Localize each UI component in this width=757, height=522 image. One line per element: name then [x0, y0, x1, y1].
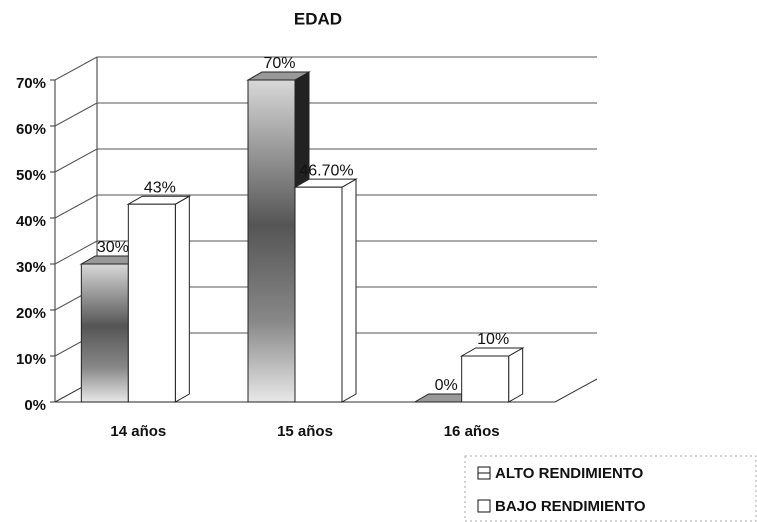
bar: [294, 186, 343, 403]
floor: [55, 378, 598, 403]
y-tick-label: 0%: [24, 397, 46, 414]
bar-side: [341, 178, 357, 403]
y-tick-label: 20%: [16, 305, 46, 322]
y-tick-label: 60%: [16, 121, 46, 138]
grid-line: [54, 148, 98, 173]
bar: [461, 355, 510, 403]
grid-line: [54, 240, 98, 265]
bar: [127, 203, 176, 403]
value-label: 10%: [477, 331, 509, 348]
value-label: 30%: [97, 239, 129, 256]
value-label: 70%: [263, 55, 295, 72]
grid-line: [54, 102, 98, 127]
grid-line: [54, 194, 98, 219]
grid-line: [54, 56, 98, 81]
y-tick-label: 10%: [16, 351, 46, 368]
y-tick-label: 50%: [16, 167, 46, 184]
y-tick-label: 40%: [16, 213, 46, 230]
y-tick-label: 30%: [16, 259, 46, 276]
y-tick-label: 70%: [16, 75, 46, 92]
legend-label: ALTO RENDIMIENTO: [495, 465, 644, 482]
bar-side: [174, 195, 190, 403]
chart-title: EDAD: [294, 9, 342, 28]
value-label: 43%: [144, 179, 176, 196]
legend-swatch: [477, 499, 491, 513]
bar: [247, 79, 296, 403]
x-tick-label: 16 años: [444, 423, 500, 440]
value-label: 46.70%: [299, 162, 353, 179]
legend-box: [464, 455, 757, 522]
x-tick-label: 15 años: [277, 423, 333, 440]
bar-side: [508, 347, 524, 403]
x-tick-label: 14 años: [110, 423, 166, 440]
value-label: 0%: [435, 377, 458, 394]
bar: [80, 263, 129, 403]
legend-label: BAJO RENDIMIENTO: [495, 498, 646, 515]
